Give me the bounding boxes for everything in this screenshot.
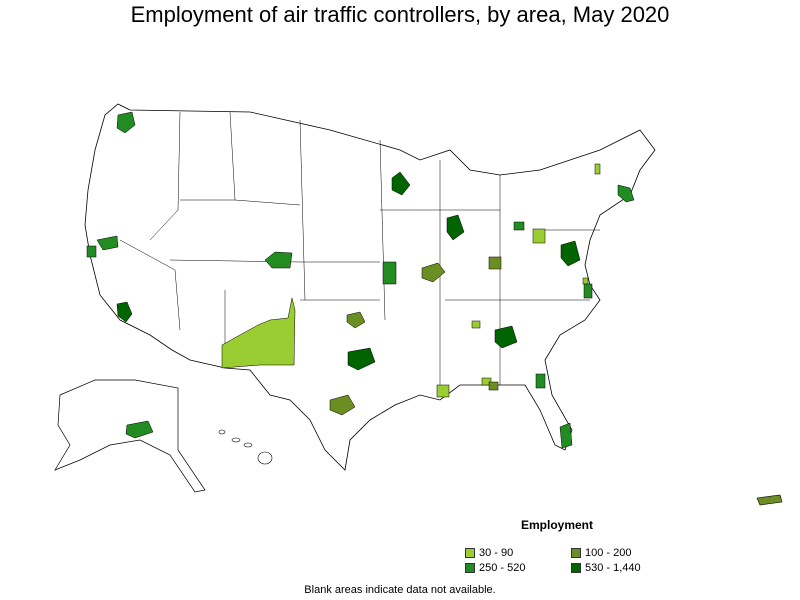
map-title: Employment of air traffic controllers, b…	[130, 2, 670, 27]
footnote: Blank areas indicate data not available.	[304, 584, 496, 596]
legend-swatch	[571, 548, 581, 558]
metro-areas	[86, 111, 635, 449]
area-chicago	[446, 214, 465, 241]
area-kansas-city	[421, 262, 446, 283]
legend-swatch	[465, 563, 475, 573]
area-miami	[559, 422, 573, 449]
area-gulf-fl	[481, 377, 492, 386]
area-washington-dc	[560, 240, 581, 267]
legend-item-100-200: 100 - 200	[571, 546, 631, 560]
contiguous-us-outline	[84, 103, 656, 471]
legend-item-530-1440: 530 - 1,440	[571, 561, 641, 575]
area-san-antonio	[329, 394, 356, 416]
area-va-small	[582, 277, 589, 285]
legend-item-250-520: 250 - 520	[465, 561, 525, 575]
legend-title: Employment	[521, 518, 594, 532]
area-al-small	[471, 320, 481, 329]
area-sf-bay	[86, 245, 97, 258]
area-indiana	[488, 256, 502, 270]
area-wichita	[382, 261, 397, 285]
area-boston	[617, 184, 635, 203]
area-gulf-la	[436, 384, 450, 398]
area-pittsburgh-region	[532, 228, 546, 244]
area-los-angeles	[116, 301, 133, 323]
area-richmond	[583, 283, 593, 299]
area-pensacola	[488, 381, 499, 391]
legend-swatch	[571, 563, 581, 573]
hawaii-islands	[218, 429, 273, 465]
legend-swatch	[465, 548, 475, 558]
legend-item-30-90: 30 - 90	[465, 546, 513, 560]
area-anchorage	[125, 420, 154, 439]
area-seattle	[116, 111, 136, 134]
area-oklahoma-city	[346, 311, 366, 329]
area-jacksonville	[535, 373, 546, 389]
area-minneapolis	[391, 171, 411, 196]
puerto-rico	[756, 494, 783, 506]
area-dallas	[347, 347, 376, 371]
area-ohio	[513, 221, 525, 231]
area-new-mexico	[221, 297, 296, 369]
area-atlanta	[494, 325, 518, 349]
area-denver	[264, 251, 293, 269]
area-maine-small	[594, 163, 601, 175]
area-sacramento	[96, 235, 119, 251]
